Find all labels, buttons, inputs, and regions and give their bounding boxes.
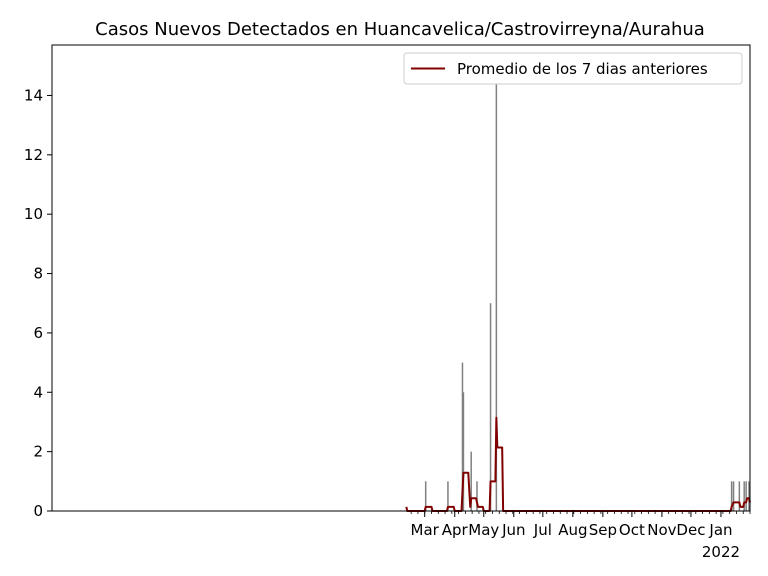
- plot-frame: [51, 44, 751, 512]
- y-tick-label: 8: [33, 265, 43, 283]
- x-tick-label: Jun: [501, 521, 525, 539]
- bar: [732, 481, 735, 511]
- bar: [470, 451, 472, 511]
- bar: [730, 481, 733, 511]
- legend-label: Promedio de los 7 dias anteriores: [457, 60, 708, 78]
- bar: [495, 65, 498, 511]
- series-line: [405, 416, 751, 512]
- y-tick-label: 10: [24, 205, 43, 223]
- x-tick-label: Apr: [442, 521, 469, 539]
- x-tick-label: Dec: [676, 521, 705, 539]
- x-tick-label: Mar: [411, 521, 440, 539]
- legend-box: [403, 52, 743, 85]
- legend: Promedio de los 7 dias anteriores: [403, 52, 743, 85]
- bar: [462, 392, 465, 511]
- x-tick-label: Nov: [647, 521, 676, 539]
- bar: [476, 481, 478, 511]
- x-tick-sublabel: 2022: [702, 543, 740, 561]
- y-tick-label: 2: [33, 443, 43, 461]
- bar: [447, 481, 449, 511]
- bar: [489, 303, 492, 511]
- x-tick-label: May: [468, 521, 499, 539]
- x-tick-label: Sep: [589, 521, 617, 539]
- y-tick-label: 6: [33, 324, 43, 342]
- x-tick-label: Oct: [619, 521, 645, 539]
- bar: [424, 481, 427, 511]
- bar: [743, 481, 745, 511]
- bar: [738, 481, 741, 511]
- bar: [748, 481, 750, 511]
- y-tick-label: 0: [33, 502, 43, 520]
- x-tick-label: Aug: [558, 521, 587, 539]
- y-tick-label: 12: [24, 146, 43, 164]
- plot-area: [405, 65, 751, 512]
- bar: [461, 362, 464, 511]
- bar: [745, 481, 747, 511]
- y-tick-label: 4: [33, 383, 43, 401]
- x-tick-label: Jul: [533, 521, 552, 539]
- x-tick-label: Jan: [708, 521, 732, 539]
- chart-title: Casos Nuevos Detectados en Huancavelica/…: [95, 19, 705, 40]
- y-tick-label: 14: [24, 86, 43, 104]
